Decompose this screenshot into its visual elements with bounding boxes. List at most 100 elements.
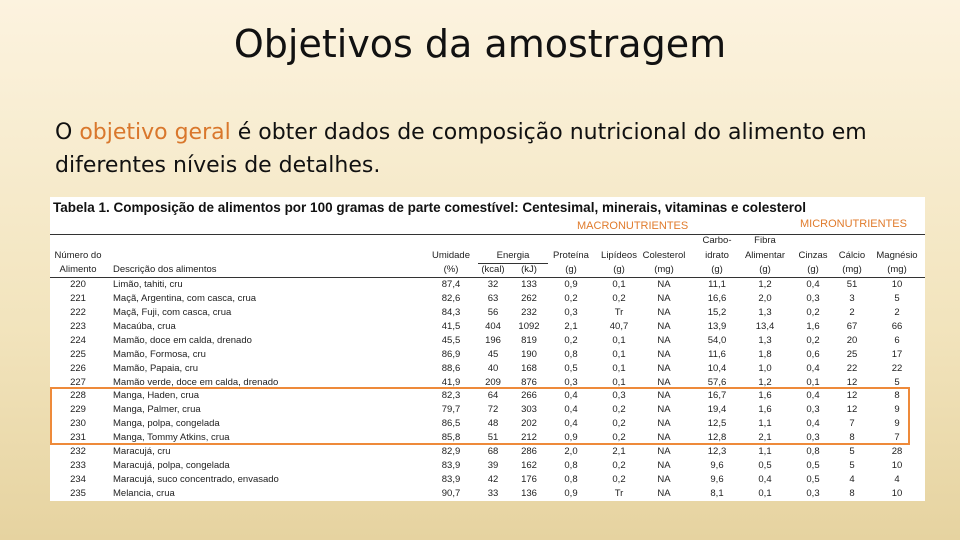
table-cell: 11,6 <box>708 348 726 360</box>
table-cell: 79,7 <box>441 404 461 416</box>
table-cell: 303 <box>521 404 537 416</box>
column-header: Número do <box>54 249 102 261</box>
table-cell: NA <box>657 487 671 499</box>
table-cell: Maracujá, cru <box>113 446 171 458</box>
table-cell: Manga, Tommy Atkins, crua <box>113 432 230 444</box>
table-cell: 42 <box>487 474 499 486</box>
table-cell: 0,5 <box>806 460 820 472</box>
column-header: Lipídeos <box>601 249 637 261</box>
table-cell: 262 <box>521 292 537 304</box>
table-cell: Maçã, Argentina, com casca, crua <box>113 292 257 304</box>
table-cell: NA <box>657 320 671 332</box>
table-cell: 25 <box>846 348 858 360</box>
table-cell: 20 <box>846 334 858 346</box>
table-cell: 223 <box>70 320 86 332</box>
table-cell: 9,6 <box>710 460 724 472</box>
table-cell: 57,6 <box>707 376 727 388</box>
table-cell: 87,4 <box>441 279 461 290</box>
table-cell: Manga, Haden, crua <box>113 390 200 402</box>
table-cell: 45 <box>487 348 499 360</box>
table-cell: Melancia, crua <box>113 487 175 499</box>
table-cell: NA <box>657 279 671 290</box>
table-cell: 168 <box>521 362 537 374</box>
table-cell: 16,6 <box>707 292 727 304</box>
table-cell: 10 <box>891 279 903 290</box>
table-cell: 82,9 <box>441 446 461 458</box>
table-cell: 0,9 <box>564 487 578 499</box>
table-cell: Maracujá, suco concentrado, envasado <box>113 474 279 486</box>
table-cell: 222 <box>70 306 86 318</box>
table-cell: 19,4 <box>707 404 727 416</box>
table-cell: 5 <box>894 376 900 388</box>
table-cell: 227 <box>70 376 86 388</box>
table-cell: 12,3 <box>707 446 727 458</box>
table-cell: 1,6 <box>758 404 772 416</box>
table-cell: Mamão verde, doce em calda, drenado <box>113 376 279 388</box>
table-cell: 8 <box>849 432 855 444</box>
table-cell: 12 <box>846 376 858 388</box>
table-cell: 0,1 <box>612 334 626 346</box>
table-cell: 8 <box>849 487 855 499</box>
column-header: Cálcio <box>838 249 866 261</box>
column-header: (g) <box>613 264 625 275</box>
table-cell: NA <box>657 446 671 458</box>
table-cell: 190 <box>521 348 537 360</box>
table-cell: 88,6 <box>441 362 461 374</box>
table-cell: 28 <box>891 446 903 458</box>
table-cell: NA <box>657 432 671 444</box>
table-cell: 83,9 <box>441 460 461 472</box>
table-cell: 231 <box>70 432 86 444</box>
table-cell: 819 <box>521 334 537 346</box>
table-cell: 0,4 <box>564 418 578 430</box>
table-cell: NA <box>657 348 671 360</box>
table-cell: 2 <box>849 306 855 318</box>
table-cell: 9 <box>894 418 900 430</box>
table-cell: 1092 <box>518 320 540 332</box>
nutrition-table: Tabela 1. Composição de alimentos por 10… <box>50 197 925 501</box>
table-cell: 40 <box>487 362 499 374</box>
table-cell: 2,1 <box>758 432 772 444</box>
table-cell: 2 <box>894 306 900 318</box>
table-cell: 9,6 <box>710 474 724 486</box>
table-cell: 41,9 <box>441 376 461 388</box>
table-cell: 45,5 <box>441 334 461 346</box>
table-cell: 162 <box>521 460 537 472</box>
table-cell: 0,1 <box>612 279 626 290</box>
table-cell: 1,1 <box>758 446 772 458</box>
intro-text: O objetivo geral é obter dados de compos… <box>55 116 925 182</box>
table-cell: 2,1 <box>564 320 578 332</box>
column-header: Descrição dos alimentos <box>113 264 217 275</box>
column-header: idrato <box>705 249 729 261</box>
table-cell: 12,8 <box>707 432 727 444</box>
table-cell: 0,8 <box>564 460 578 472</box>
column-header: (kcal) <box>481 264 505 275</box>
table-cell: Tr <box>614 487 624 499</box>
table-cell: 1,0 <box>758 362 772 374</box>
table-cell: Limão, tahiti, cru <box>113 279 183 290</box>
table-cell: 33 <box>487 487 499 499</box>
table-cell: 84,3 <box>441 306 461 318</box>
table-cell: 1,6 <box>806 320 820 332</box>
table-cell: 0,4 <box>806 362 820 374</box>
table-cell: 10 <box>891 487 903 499</box>
table-cell: 5 <box>849 460 855 472</box>
table-cell: 15,2 <box>707 306 727 318</box>
table-cell: 876 <box>521 376 537 388</box>
table-cell: 51 <box>487 432 499 444</box>
table-cell: 39 <box>487 460 499 472</box>
table-cell: 41,5 <box>441 320 461 332</box>
table-cell: 10 <box>891 460 903 472</box>
table-cell: 0,3 <box>806 404 820 416</box>
table-cell: 66 <box>891 320 903 332</box>
table-cell: 234 <box>70 474 86 486</box>
table-cell: 0,2 <box>564 292 578 304</box>
table-cell: 0,4 <box>758 474 772 486</box>
table-cell: 5 <box>894 292 900 304</box>
table-cell: 0,8 <box>564 348 578 360</box>
table-cell: 11,1 <box>708 279 726 290</box>
table-cell: 85,8 <box>441 432 461 444</box>
table-cell: 90,7 <box>441 487 461 499</box>
table-cell: 235 <box>70 487 86 499</box>
table-cell: 202 <box>521 418 537 430</box>
table-cell: 229 <box>70 404 86 416</box>
